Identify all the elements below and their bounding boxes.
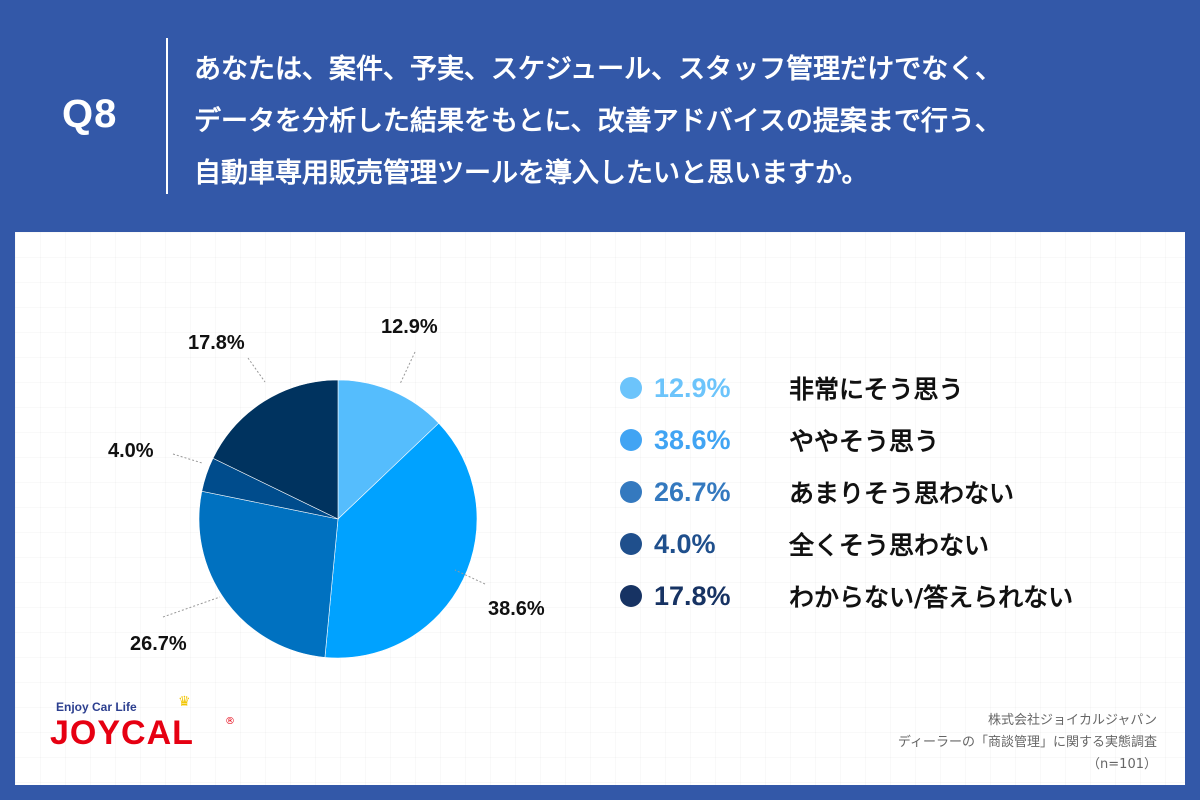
leader-line [454,569,486,585]
divider [166,38,168,194]
pie-slice [324,422,478,659]
pie-data-label: 17.8% [188,332,245,354]
leader-line [162,596,221,618]
source-credit: 株式会社ジョイカルジャパン ディーラーの「商談管理」に関する実態調査 （n=10… [898,710,1157,776]
legend-dot-icon [620,429,642,451]
leader-line [399,351,416,385]
leader-line [172,453,203,464]
legend-item: 4.0% 全くそう思わない [620,518,1073,570]
pie-data-label: 26.7% [130,633,187,655]
question-line: 自動車専用販売管理ツールを導入したいと思いますか。 [194,158,869,189]
credit-survey: ディーラーの「商談管理」に関する実態調査 [897,735,1157,750]
question-line: あなたは、案件、予実、スケジュール、スタッフ管理だけでなく、 [194,54,1003,85]
crown-icon: ♛ [178,694,191,710]
legend-percent: 4.0% [654,528,716,559]
logo-name: JOYCAL [50,714,194,752]
legend-dot-icon [620,481,642,503]
pie-slice [212,379,339,520]
pie-data-label: 4.0% [108,440,154,462]
question-number: Q8 [62,92,118,136]
legend-dot-icon [620,585,642,607]
pie-data-label: 12.9% [381,316,438,338]
leader-line [247,357,266,383]
header: Q8 あなたは、案件、予実、スケジュール、スタッフ管理だけでなく、 データを分析… [0,0,1200,232]
legend: 12.9% 非常にそう思う 38.6% ややそう思う 26.7% あまりそう思わない 4.0… [620,362,1073,622]
pie-slice [337,379,440,520]
registered-icon: ® [225,716,235,727]
legend-label: あまりそう思わない [789,479,1015,508]
legend-percent: 26.7% [654,476,731,507]
legend-percent: 17.8% [654,580,731,611]
pie-chart [162,351,486,659]
legend-item: 17.8% わからない/答えられない [620,570,1073,622]
legend-dot-icon [620,533,642,555]
joycal-logo: ♛ Enjoy Car Life JOYCAL ® [50,692,250,762]
credit-company: 株式会社ジョイカルジャパン [987,713,1157,728]
pie-data-label: 38.6% [488,598,545,620]
legend-dot-icon [620,377,642,399]
legend-percent: 12.9% [654,372,731,403]
legend-item: 38.6% ややそう思う [620,414,1073,466]
legend-label: わからない/答えられない [789,583,1074,612]
pie-slice [198,490,339,658]
legend-label: 非常にそう思う [789,375,964,404]
logo-tagline: Enjoy Car Life [56,700,137,714]
legend-item: 26.7% あまりそう思わない [620,466,1073,518]
question-line: データを分析した結果をもとに、改善アドバイスの提案まで行う、 [194,106,1002,137]
legend-item: 12.9% 非常にそう思う [620,362,1073,414]
credit-sample: （n=101） [1087,757,1157,772]
legend-label: 全くそう思わない [789,531,990,560]
legend-label: ややそう思う [789,427,940,456]
legend-percent: 38.6% [654,424,731,455]
chart-panel: 12.9% 38.6% 26.7% 4.0% 17.8% 12.9% 非常にそう思う 38.… [15,232,1185,785]
question-text: あなたは、案件、予実、スケジュール、スタッフ管理だけでなく、 データを分析した結… [194,44,1174,200]
